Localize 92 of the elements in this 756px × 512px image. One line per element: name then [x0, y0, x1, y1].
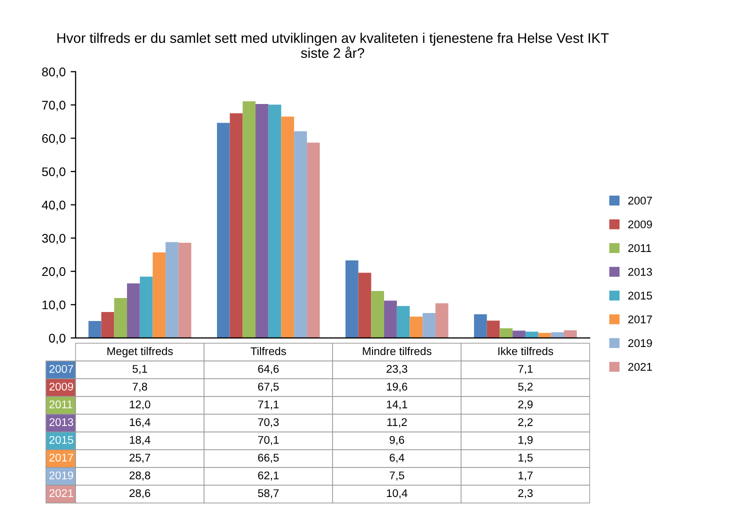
bar	[500, 328, 513, 338]
data-label: 70,1	[258, 436, 279, 446]
data-label: 64,6	[258, 364, 279, 374]
data-label: 7,1	[518, 365, 533, 374]
bar	[345, 260, 358, 338]
x-tick-label: Meget tilfreds	[107, 346, 173, 358]
bar	[101, 312, 114, 338]
data-label: 7,5	[390, 472, 404, 481]
data-label: 6,4	[390, 454, 404, 463]
data-label: 25,7	[130, 454, 150, 463]
y-tick-label: 0,0	[48, 334, 66, 344]
data-label: 28,8	[130, 471, 150, 481]
bar	[178, 242, 192, 338]
y-tick-label: 10,0	[42, 300, 66, 311]
data-label: 70,3	[258, 418, 279, 428]
y-tick-label: 70,0	[42, 100, 66, 112]
y-tick-label: 30,0	[42, 234, 66, 244]
text: 2019	[49, 471, 74, 480]
text: 2007	[49, 364, 74, 373]
text: 2017	[49, 454, 74, 462]
legend-label: 2009	[628, 220, 652, 228]
y-tick-label: 80,0	[42, 67, 66, 78]
bar	[525, 332, 538, 338]
text: 2009	[49, 382, 74, 391]
data-label: 2,9	[518, 400, 533, 410]
bar	[564, 330, 577, 338]
bar	[396, 306, 410, 338]
data-label: 71,1	[258, 400, 279, 410]
data-label: 16,4	[130, 418, 150, 428]
data-label: 62,1	[258, 471, 279, 481]
data-label: 18,4	[130, 436, 150, 446]
text: 2015	[49, 436, 74, 444]
bar	[422, 312, 436, 338]
x-tick-label: Tilfreds	[250, 346, 286, 356]
data-label: 19,6	[386, 382, 408, 392]
data-label: 2,2	[518, 418, 533, 428]
data-label: 1,5	[518, 454, 533, 463]
data-label: 12,0	[130, 400, 150, 410]
data-label: 67,5	[258, 382, 279, 392]
legend-label: 2013	[628, 268, 652, 276]
data-label: 5,2	[518, 382, 533, 392]
legend-label: 2017	[628, 315, 652, 324]
bar	[474, 314, 487, 338]
data-label: 1,9	[518, 436, 533, 446]
x-tick-label: Mindre tilfreds	[362, 346, 432, 356]
bar	[152, 252, 166, 338]
bar	[371, 290, 384, 338]
bar	[306, 142, 320, 338]
bar	[216, 122, 230, 338]
bar	[281, 116, 294, 338]
chart-title: Hvor tilfreds er du samlet sett med utviklingen av kvaliteten i tjenestene fra Helse Vest IKT siste 2 år?	[57, 32, 609, 58]
bar	[410, 316, 423, 338]
bar	[114, 298, 128, 338]
bar	[230, 113, 243, 338]
bar	[512, 330, 526, 338]
data-label: 11,2	[387, 418, 407, 428]
legend-label: 2021	[628, 362, 652, 371]
bar	[166, 242, 178, 338]
bar	[486, 320, 500, 338]
data-label: 5,1	[132, 365, 148, 374]
bar	[268, 104, 282, 338]
data-label: 1,7	[518, 472, 533, 481]
data-label: 14,1	[386, 400, 408, 410]
data-label: 28,6	[130, 489, 150, 498]
legend-label: 2011	[628, 244, 652, 252]
text: 2021	[49, 489, 74, 498]
data-label: 58,7	[258, 489, 279, 498]
bar	[88, 320, 102, 338]
y-tick-label: 60,0	[42, 134, 66, 144]
data-label: 2,3	[518, 489, 533, 498]
bar	[127, 283, 140, 338]
legend-label: 2007	[628, 196, 652, 205]
bar	[294, 131, 307, 338]
y-tick-label: 20,0	[42, 267, 66, 278]
data-label: 66,5	[258, 454, 279, 463]
legend-label: 2015	[628, 292, 652, 300]
bar	[242, 101, 256, 338]
text: 2013	[49, 418, 74, 426]
y-tick-label: 40,0	[42, 200, 66, 211]
x-tick-label: Ikke tilfreds	[498, 346, 554, 356]
y-tick-label: 50,0	[42, 167, 66, 178]
data-label: 10,4	[386, 489, 408, 498]
bar	[435, 303, 448, 338]
bar	[140, 276, 153, 338]
bar	[384, 300, 397, 338]
data-label: 23,3	[386, 364, 408, 374]
legend-label: 2019	[628, 339, 652, 348]
data-label: 7,8	[132, 382, 148, 392]
bar	[256, 104, 268, 338]
text: 2011	[49, 400, 72, 408]
data-label: 9,6	[390, 436, 404, 446]
bar	[358, 272, 372, 338]
